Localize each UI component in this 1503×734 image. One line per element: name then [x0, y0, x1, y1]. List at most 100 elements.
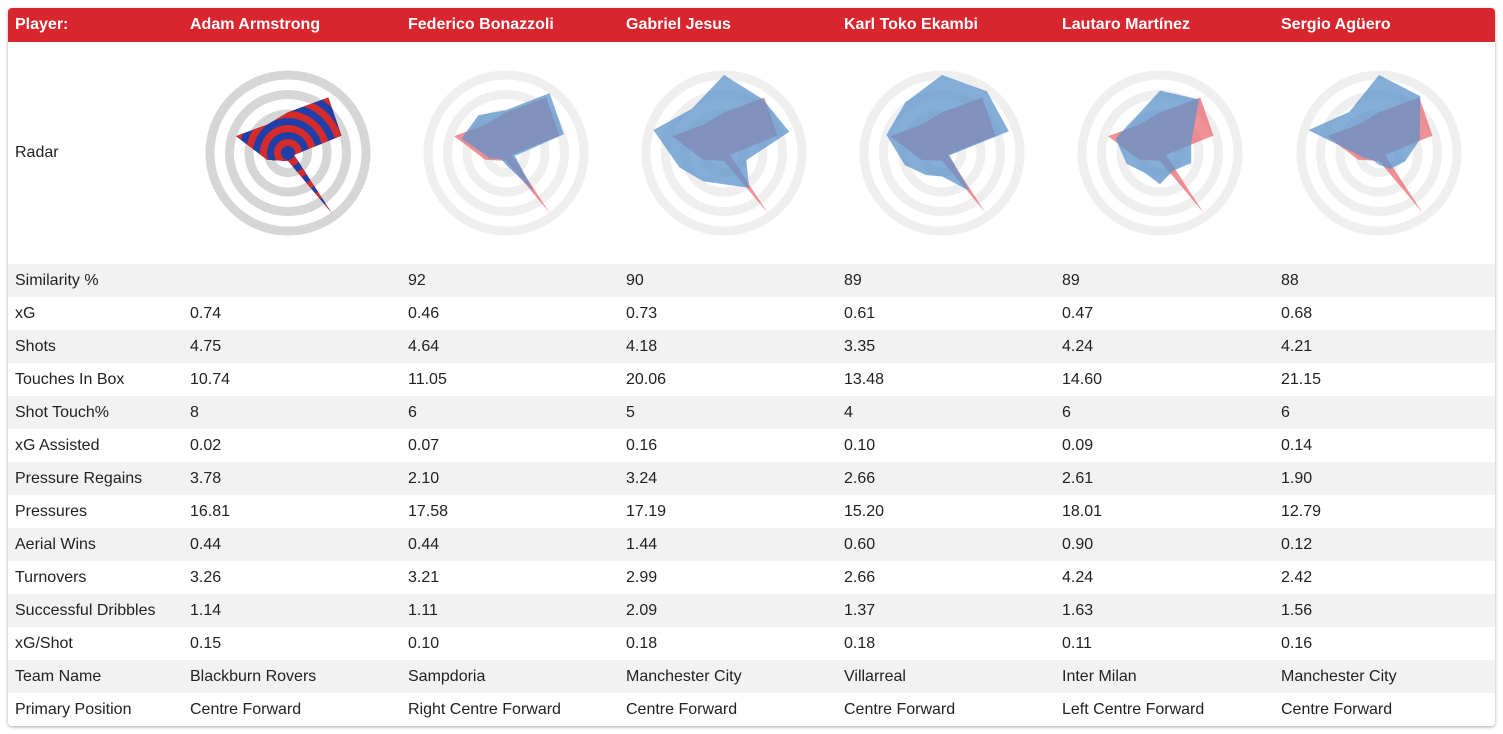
stat-label: Team Name [15, 667, 102, 685]
stat-value: 0.16 [1281, 634, 1313, 652]
player-name-header[interactable]: Karl Toko Ekambi [844, 16, 978, 33]
stat-value: 11.05 [408, 370, 447, 388]
stat-value: 0.60 [844, 535, 876, 553]
stat-label: Turnovers [15, 568, 87, 586]
stat-value: 89 [1062, 271, 1080, 289]
stat-value: Inter Milan [1062, 667, 1137, 685]
stat-value: 3.26 [190, 568, 222, 586]
stat-value: 5 [626, 403, 635, 421]
stat-value: Centre Forward [190, 700, 302, 718]
stat-value: 0.09 [1062, 436, 1094, 454]
radar-ring [205, 70, 371, 236]
stat-value: 10.74 [190, 370, 231, 388]
stat-value: 1.11 [408, 601, 438, 619]
stat-value: 1.56 [1281, 601, 1313, 619]
radar-ring [443, 90, 569, 216]
stat-value: 1.63 [1062, 601, 1094, 619]
stat-value: 4.21 [1281, 337, 1313, 355]
player-name-header[interactable]: Adam Armstrong [190, 16, 321, 33]
radar-row: Radar [8, 42, 1495, 264]
stat-value: 0.18 [626, 634, 658, 652]
stat-label: Primary Position [15, 700, 132, 718]
stat-row: Aerial Wins 0.44 0.44 1.44 0.60 0.90 0.12 [8, 528, 1495, 561]
stat-value: 0.07 [408, 436, 440, 454]
stat-value: 2.61 [1062, 469, 1094, 487]
stat-value: 0.44 [190, 535, 222, 553]
stat-label: Similarity % [15, 271, 99, 289]
player-name-header[interactable]: Sergio Agüero [1281, 16, 1391, 33]
stat-value: 20.06 [626, 370, 667, 388]
radar-compare-polygon [1115, 90, 1199, 185]
player-name-header[interactable]: Federico Bonazzoli [408, 16, 554, 33]
radar-chart-base [205, 70, 371, 236]
radar-chart-comparison [859, 70, 1025, 236]
stat-value: Centre Forward [1281, 700, 1393, 718]
stat-row: Shot Touch% 8 6 5 4 6 6 [8, 396, 1495, 429]
radar-cell [1274, 42, 1495, 264]
stat-value: 3.21 [408, 568, 440, 586]
stat-value: 3.78 [190, 469, 222, 487]
stat-value: 2.99 [626, 568, 658, 586]
stat-row: Team Name Blackburn Rovers Sampdoria Manche… [8, 660, 1495, 693]
stat-value: Villarreal [844, 667, 906, 685]
stat-value: 0.61 [844, 304, 876, 322]
radar-chart-comparison [1296, 70, 1462, 236]
stat-row: Turnovers 3.26 3.21 2.99 2.66 4.24 2.42 [8, 561, 1495, 594]
stat-value: 0.18 [844, 634, 876, 652]
player-name-header[interactable]: Lautaro Martínez [1062, 16, 1191, 33]
stat-label: xG/Shot [15, 634, 73, 652]
stat-value: 0.11 [1062, 634, 1092, 652]
stat-row: Shots 4.75 4.64 4.18 3.35 4.24 4.21 [8, 330, 1495, 363]
stat-row: xG/Shot 0.15 0.10 0.18 0.18 0.11 0.16 [8, 627, 1495, 660]
stat-value: 0.47 [1062, 304, 1094, 322]
player-comparison-table: Player: Adam Armstrong Federico Bonazzol… [8, 8, 1495, 726]
stat-value: 90 [626, 271, 644, 289]
stat-value: 17.19 [626, 502, 667, 520]
player-header-label: Player: [15, 16, 69, 33]
stat-label: Aerial Wins [15, 535, 96, 553]
stat-value: 4.24 [1062, 568, 1094, 586]
stat-value: 2.66 [844, 568, 876, 586]
radar-cell [837, 42, 1055, 264]
stat-value: 1.37 [844, 601, 876, 619]
stat-label: Shots [15, 337, 56, 355]
stat-value: 2.42 [1281, 568, 1313, 586]
stat-value: Sampdoria [408, 667, 486, 685]
stat-value: 6 [408, 403, 417, 421]
stat-value: 13.48 [844, 370, 885, 388]
stat-value: 0.74 [190, 304, 222, 322]
radar-compare-polygon [461, 93, 564, 191]
radar-ring [423, 70, 589, 236]
stat-row: Primary Position Centre Forward Right Cent… [8, 693, 1495, 726]
stat-row: Similarity % 92 90 89 89 88 [8, 264, 1495, 297]
stat-value: 0.90 [1062, 535, 1094, 553]
stat-value: 18.01 [1062, 502, 1103, 520]
stat-row: Pressures 16.81 17.58 17.19 15.20 18.01 12.79 [8, 495, 1495, 528]
stat-value: 0.10 [844, 436, 876, 454]
stat-value: Centre Forward [844, 700, 956, 718]
comparison-card: Player: Adam Armstrong Federico Bonazzol… [8, 8, 1495, 726]
radar-compare-polygon [886, 75, 1009, 191]
stat-row: Touches In Box 10.74 11.05 20.06 13.48 14.60 2… [8, 363, 1495, 396]
stat-value: 4.64 [408, 337, 440, 355]
stat-value: 21.15 [1281, 370, 1322, 388]
player-name-header[interactable]: Gabriel Jesus [626, 16, 731, 33]
stat-value: 0.15 [190, 634, 222, 652]
stat-value: 0.68 [1281, 304, 1313, 322]
stat-row: xG 0.74 0.46 0.73 0.61 0.47 0.68 [8, 297, 1495, 330]
stat-value: 1.44 [626, 535, 658, 553]
radar-chart-comparison [1077, 70, 1243, 236]
stat-value: 2.09 [626, 601, 658, 619]
stat-value: 4 [844, 403, 853, 421]
stat-value: 12.79 [1281, 502, 1322, 520]
radar-compare-polygon [1308, 75, 1421, 169]
stat-value: 8 [190, 403, 199, 421]
stat-label: xG [15, 304, 36, 322]
stat-value: 0.16 [626, 436, 658, 454]
stat-label: Pressures [15, 502, 88, 520]
stat-value: 4.18 [626, 337, 658, 355]
stat-value: Left Centre Forward [1062, 700, 1205, 718]
radar-row-label: Radar [15, 144, 59, 161]
stat-value: 2.10 [408, 469, 440, 487]
stat-value: 16.81 [190, 502, 231, 520]
